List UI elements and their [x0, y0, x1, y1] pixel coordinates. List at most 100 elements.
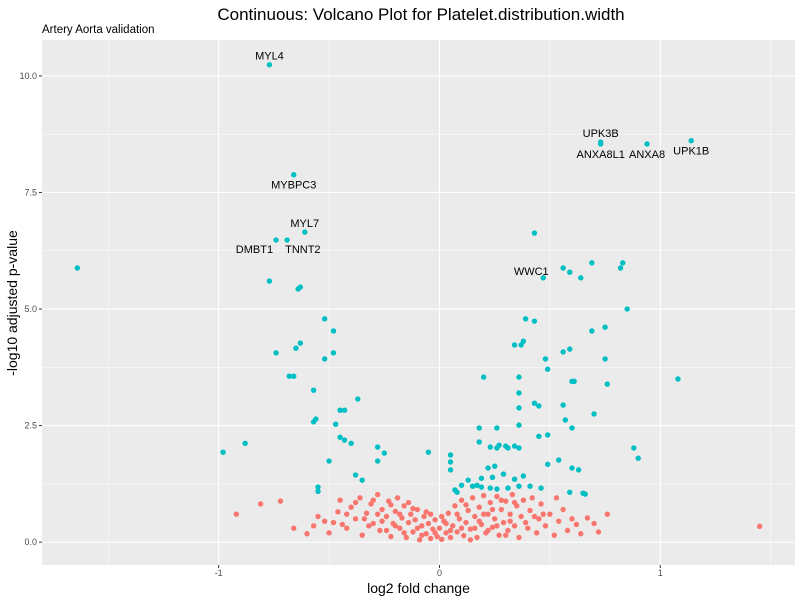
nonsignificant-point: [330, 519, 337, 526]
significant-point: [578, 275, 584, 281]
nonsignificant-point: [531, 513, 538, 520]
nonsignificant-point: [412, 517, 418, 523]
nonsignificant-point: [414, 525, 421, 531]
significant-point: [291, 373, 297, 379]
nonsignificant-point: [291, 525, 297, 531]
nonsignificant-point: [595, 529, 602, 535]
nonsignificant-point: [511, 499, 518, 506]
nonsignificant-point: [503, 498, 509, 504]
nonsignificant-point: [472, 525, 478, 531]
point-label: TNNT2: [285, 244, 320, 256]
nonsignificant-point: [756, 523, 763, 530]
nonsignificant-point: [496, 532, 502, 538]
significant-point: [602, 324, 608, 330]
nonsignificant-point: [401, 503, 407, 509]
significant-point: [589, 328, 595, 334]
significant-point: [604, 381, 611, 387]
chart-subtitle: Artery Aorta validation: [42, 24, 155, 36]
nonsignificant-point: [403, 534, 410, 541]
nonsignificant-point: [604, 511, 611, 517]
nonsignificant-point: [352, 516, 359, 522]
labeled-point: [273, 237, 279, 243]
significant-point: [516, 445, 522, 451]
significant-point: [321, 316, 328, 322]
point-label: MYL7: [290, 218, 319, 230]
nonsignificant-point: [438, 513, 445, 520]
nonsignificant-point: [458, 497, 465, 503]
nonsignificant-point: [348, 504, 354, 510]
nonsignificant-point: [500, 519, 507, 526]
nonsignificant-point: [491, 516, 498, 522]
plot-panel: [42, 40, 795, 565]
significant-point: [531, 230, 538, 236]
y-axis-label: -log10 adjusted p-value: [4, 230, 20, 376]
nonsignificant-point: [410, 529, 416, 535]
significant-point: [516, 422, 522, 428]
nonsignificant-point: [419, 523, 425, 529]
nonsignificant-point: [432, 517, 438, 523]
significant-point: [635, 455, 641, 461]
significant-point: [536, 433, 542, 440]
nonsignificant-point: [469, 495, 476, 501]
significant-point: [536, 403, 542, 409]
nonsignificant-point: [533, 530, 540, 536]
significant-point: [266, 278, 273, 284]
x-tick-label: -1: [215, 568, 223, 578]
significant-point: [478, 484, 485, 490]
significant-point: [359, 477, 365, 483]
nonsignificant-point: [374, 491, 381, 498]
nonsignificant-point: [452, 503, 458, 509]
nonsignificant-point: [520, 497, 527, 503]
nonsignificant-point: [257, 501, 264, 507]
nonsignificant-point: [476, 504, 482, 510]
x-tick-label: 1: [658, 568, 663, 578]
significant-point: [538, 485, 544, 491]
point-label: MYBPC3: [271, 180, 316, 192]
nonsignificant-point: [447, 527, 454, 534]
nonsignificant-point: [518, 513, 524, 520]
nonsignificant-point: [480, 492, 487, 499]
labeled-point: [284, 237, 290, 243]
nonsignificant-point: [414, 506, 421, 513]
nonsignificant-point: [405, 519, 412, 526]
significant-point: [520, 338, 527, 344]
significant-point: [330, 350, 337, 356]
nonsignificant-point: [438, 536, 445, 543]
labeled-point: [291, 172, 297, 178]
nonsignificant-point: [419, 532, 425, 538]
labeled-point: [540, 275, 546, 281]
significant-point: [631, 445, 637, 451]
significant-point: [355, 396, 361, 402]
significant-point: [273, 350, 279, 356]
nonsignificant-point: [540, 511, 546, 517]
nonsignificant-point: [560, 506, 566, 513]
nonsignificant-point: [374, 511, 381, 517]
y-tick-label: 2.5: [24, 421, 37, 431]
significant-point: [447, 467, 454, 473]
significant-point: [544, 432, 551, 438]
significant-point: [469, 483, 476, 489]
point-label: WWC1: [514, 266, 549, 278]
significant-point: [589, 260, 595, 266]
nonsignificant-point: [321, 518, 328, 524]
nonsignificant-point: [454, 511, 460, 517]
nonsignificant-point: [425, 520, 432, 527]
nonsignificant-point: [326, 530, 332, 536]
significant-point: [624, 306, 630, 312]
nonsignificant-point: [578, 531, 584, 537]
significant-point: [476, 439, 482, 445]
nonsignificant-point: [527, 507, 533, 514]
significant-point: [310, 387, 317, 393]
significant-point: [425, 449, 432, 455]
significant-point: [567, 489, 573, 495]
nonsignificant-point: [383, 513, 390, 520]
significant-point: [310, 419, 317, 425]
significant-point: [560, 265, 566, 271]
nonsignificant-point: [410, 505, 416, 512]
significant-point: [487, 485, 493, 491]
nonsignificant-point: [538, 501, 544, 507]
significant-point: [220, 449, 226, 455]
significant-point: [582, 491, 588, 497]
nonsignificant-point: [485, 511, 491, 517]
